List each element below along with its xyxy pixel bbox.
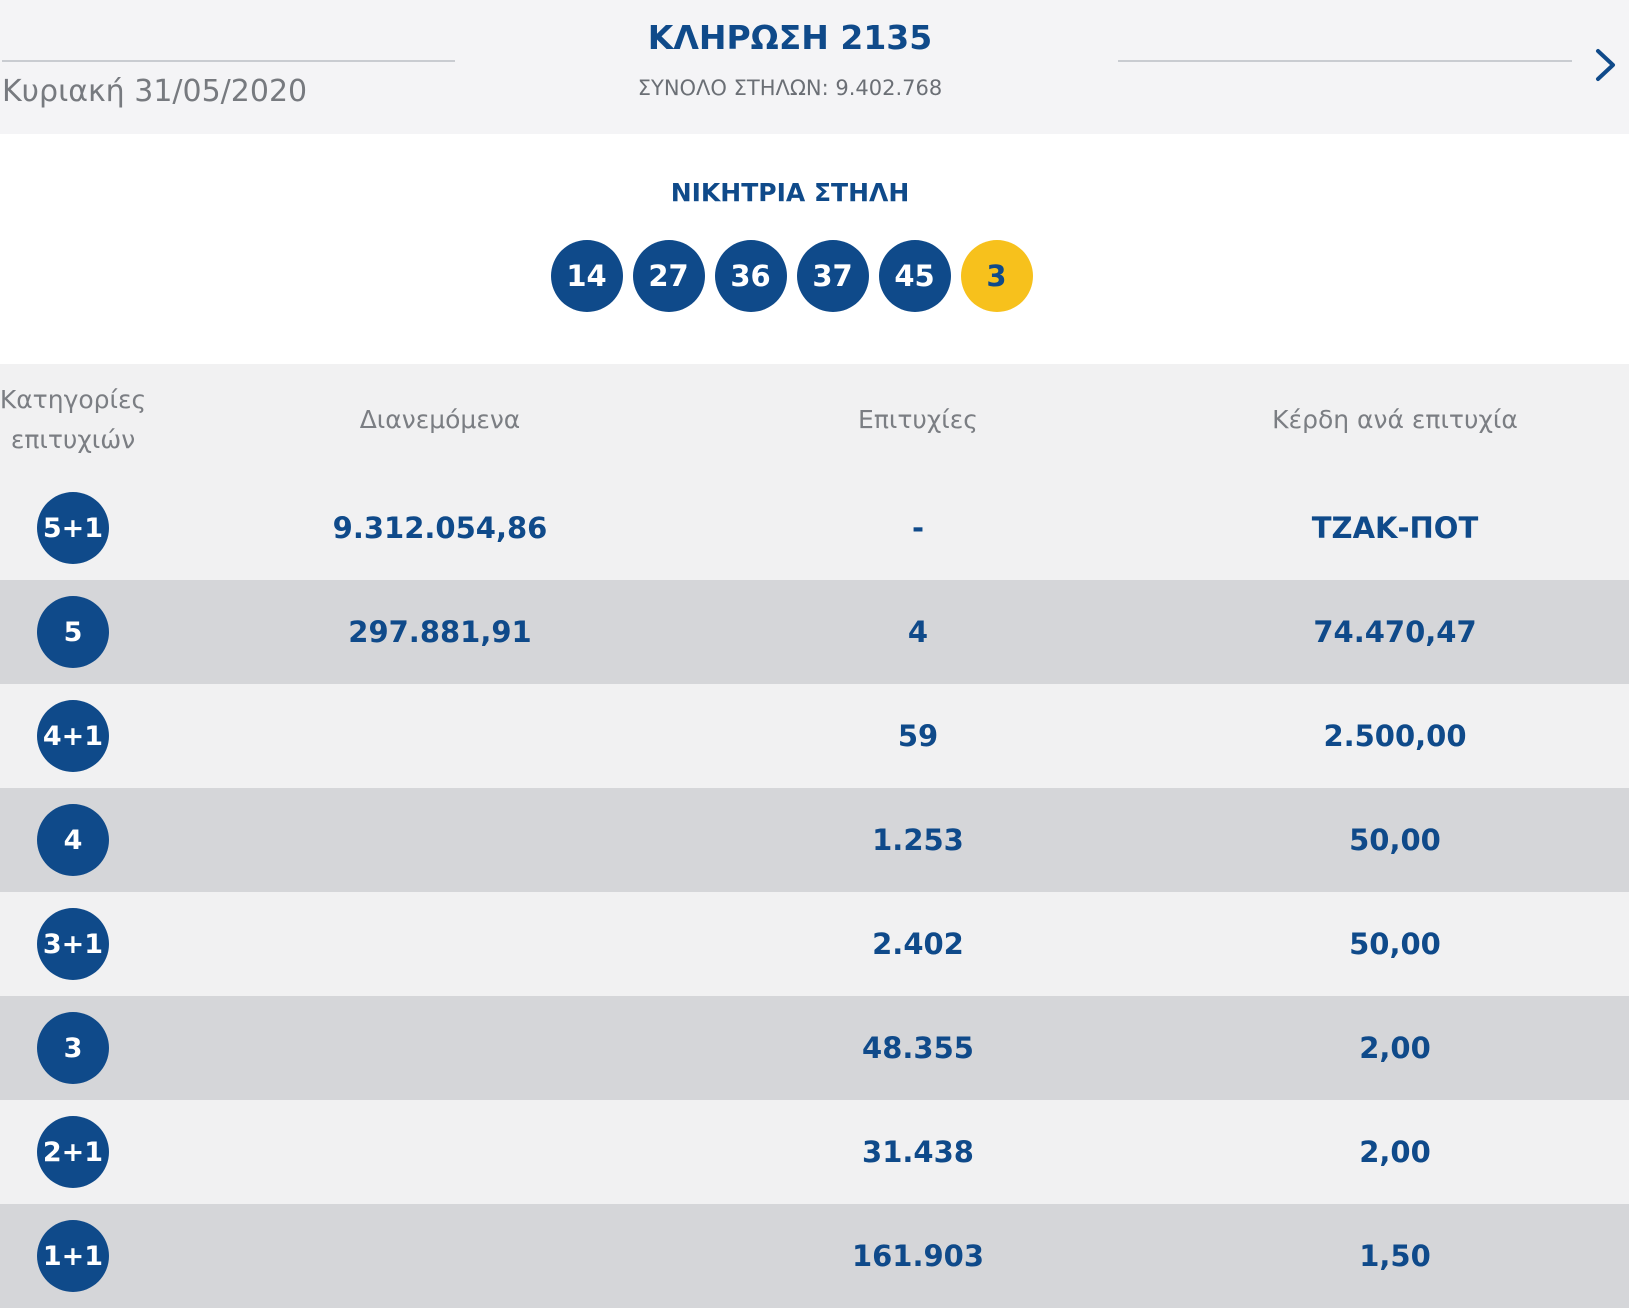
- header-divider-left: [2, 60, 455, 62]
- table-row: 4 1.253 50,00: [0, 788, 1629, 892]
- winners-cell: 2.402: [872, 927, 964, 961]
- total-columns: ΣΥΝΟΛΟ ΣΤΗΛΩΝ: 9.402.768: [637, 76, 943, 100]
- distributed-cell: [240, 996, 640, 1100]
- category-badge: 2+1: [37, 1116, 109, 1188]
- table-row: 1+1 161.903 1,50: [0, 1204, 1629, 1308]
- category-badge: 5: [37, 596, 109, 668]
- number-ball: 14: [550, 240, 623, 312]
- header-distributed: Διανεμόμενα: [359, 405, 521, 434]
- header-prize: Κέρδη ανά επιτυχία: [1272, 405, 1518, 434]
- number-ball: 37: [796, 240, 869, 312]
- number-ball: 27: [632, 240, 705, 312]
- prize-cell: ΤΖΑΚ-ΠΟΤ: [1311, 511, 1479, 545]
- category-cell: 3+1: [0, 892, 146, 996]
- category-cell: 5+1: [0, 476, 146, 580]
- winning-column-title: ΝΙΚΗΤΡΙΑ ΣΤΗΛΗ: [670, 178, 910, 207]
- draw-date: Κυριακή 31/05/2020: [2, 74, 308, 109]
- winners-cell: 161.903: [851, 1239, 985, 1273]
- distributed-cell: [240, 684, 640, 788]
- next-draw-button[interactable]: [1588, 40, 1622, 90]
- table-row: 2+1 31.438 2,00: [0, 1100, 1629, 1204]
- prize-cell: 74.470,47: [1313, 615, 1477, 649]
- distributed-cell: [240, 1100, 640, 1204]
- category-badge: 3: [37, 1012, 109, 1084]
- category-badge: 5+1: [37, 492, 109, 564]
- header-categories-line1: Κατηγορίες: [0, 385, 147, 414]
- header-winners: Επιτυχίες: [858, 405, 978, 434]
- category-badge: 1+1: [37, 1220, 109, 1292]
- table-header: Κατηγορίες επιτυχιών Διανεμόμενα Επιτυχί…: [0, 364, 1629, 476]
- prize-cell: 2.500,00: [1323, 719, 1467, 753]
- header-divider-right: [1118, 60, 1572, 62]
- chevron-right-icon: [1596, 49, 1615, 81]
- results-table: Κατηγορίες επιτυχιών Διανεμόμενα Επιτυχί…: [0, 364, 1629, 1308]
- winners-cell: 48.355: [862, 1031, 974, 1065]
- number-ball: 36: [714, 240, 787, 312]
- header-categories-line2: επιτυχιών: [10, 425, 136, 454]
- table-row: 4+1 59 2.500,00: [0, 684, 1629, 788]
- category-cell: 4: [0, 788, 146, 892]
- winners-cell: 4: [907, 615, 929, 649]
- prize-cell: 2,00: [1359, 1135, 1431, 1169]
- table-row: 5+1 9.312.054,86 - ΤΖΑΚ-ΠΟΤ: [0, 476, 1629, 580]
- category-badge: 4: [37, 804, 109, 876]
- category-cell: 1+1: [0, 1204, 146, 1308]
- prize-cell: 50,00: [1349, 927, 1441, 961]
- winners-cell: 1.253: [872, 823, 964, 857]
- distributed-cell: 297.881,91: [348, 615, 532, 649]
- prize-cell: 1,50: [1359, 1239, 1431, 1273]
- category-badge: 4+1: [37, 700, 109, 772]
- number-ball: 45: [878, 240, 951, 312]
- joker-ball: 3: [960, 240, 1033, 312]
- distributed-cell: [240, 892, 640, 996]
- table-row: 3+1 2.402 50,00: [0, 892, 1629, 996]
- category-cell: 3: [0, 996, 146, 1100]
- prize-cell: 50,00: [1349, 823, 1441, 857]
- table-row: 5 297.881,91 4 74.470,47: [0, 580, 1629, 684]
- draw-header: Κυριακή 31/05/2020 ΚΛΗΡΩΣΗ 2135 ΣΥΝΟΛΟ Σ…: [0, 0, 1629, 134]
- header-categories: Κατηγορίες επιτυχιών: [0, 364, 146, 476]
- category-cell: 5: [0, 580, 146, 684]
- winners-cell: -: [911, 511, 925, 545]
- table-row: 3 48.355 2,00: [0, 996, 1629, 1100]
- distributed-cell: [240, 1204, 640, 1308]
- winners-cell: 31.438: [862, 1135, 974, 1169]
- winning-numbers: 14 27 36 37 45 3: [0, 240, 1583, 312]
- prize-cell: 2,00: [1359, 1031, 1431, 1065]
- winners-cell: 59: [897, 719, 939, 753]
- draw-title: ΚΛΗΡΩΣΗ 2135: [647, 18, 933, 57]
- category-cell: 2+1: [0, 1100, 146, 1204]
- category-cell: 4+1: [0, 684, 146, 788]
- category-badge: 3+1: [37, 908, 109, 980]
- distributed-cell: [240, 788, 640, 892]
- distributed-cell: 9.312.054,86: [332, 511, 548, 545]
